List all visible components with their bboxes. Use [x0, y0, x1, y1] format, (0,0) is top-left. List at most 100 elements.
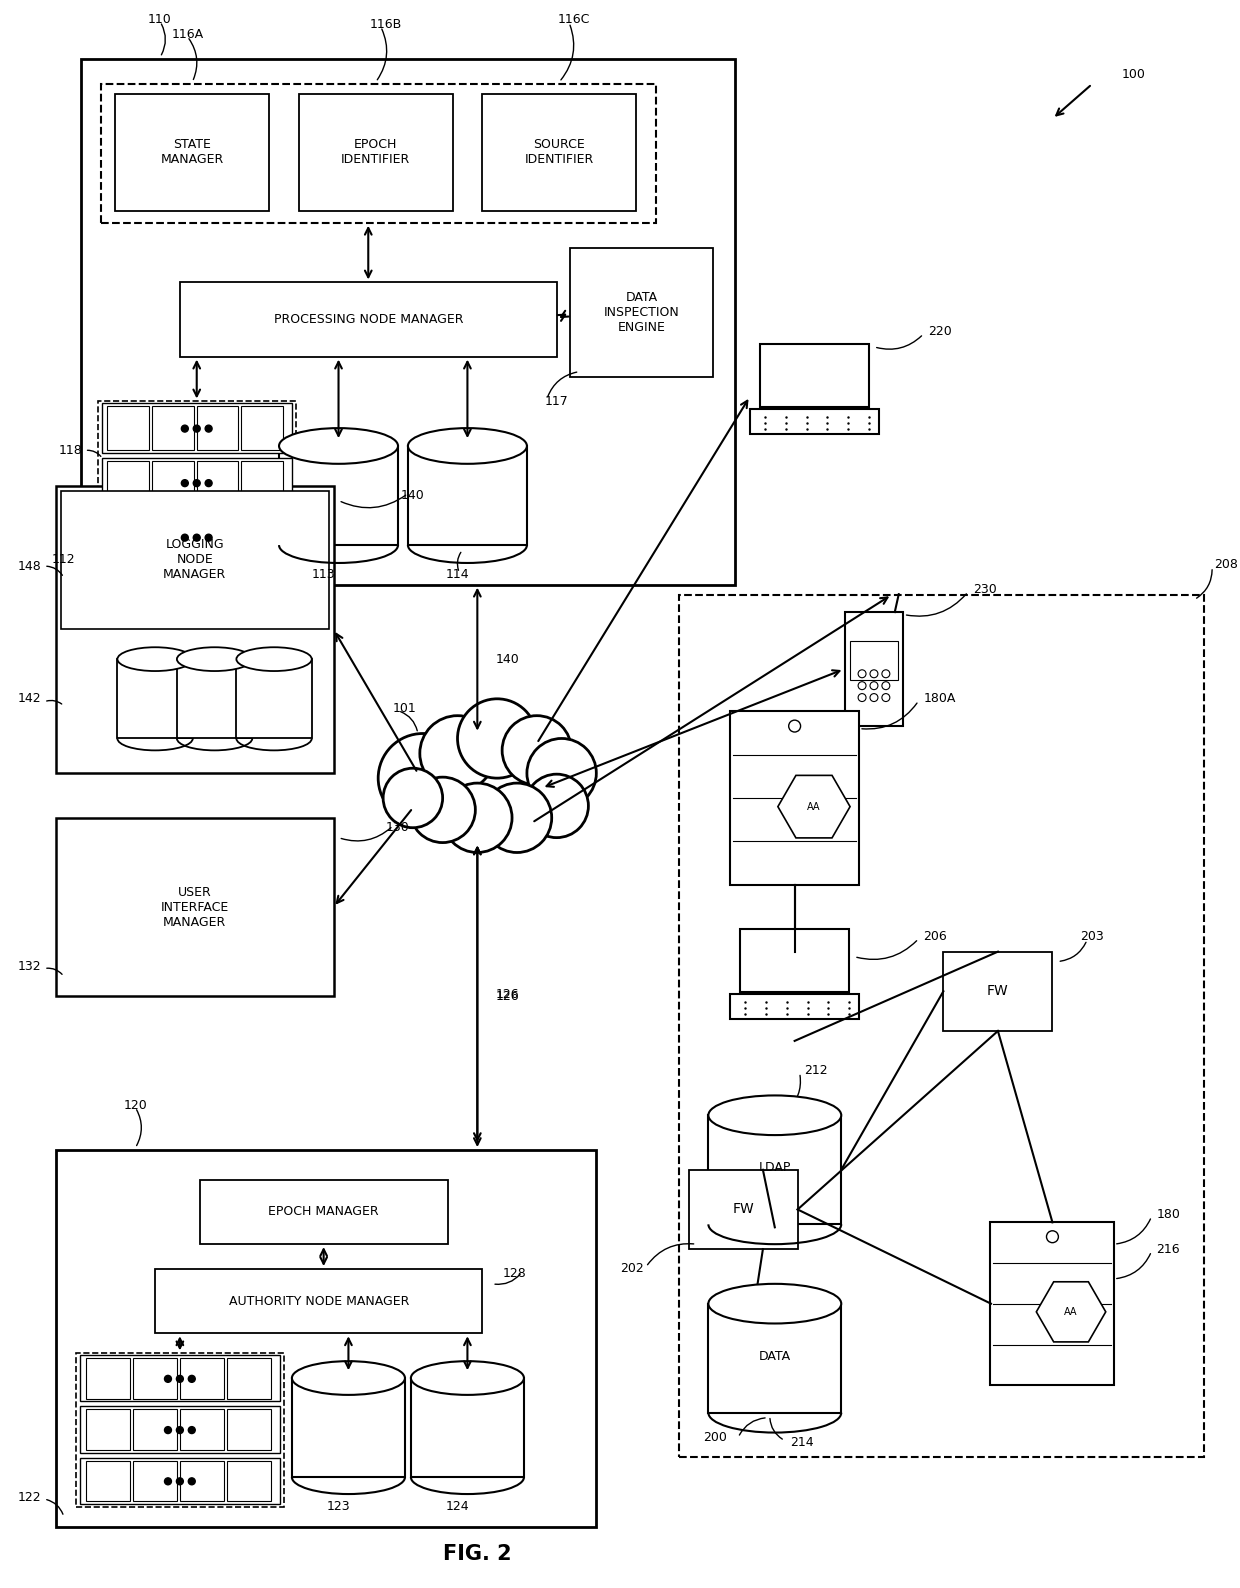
- Text: 126: 126: [495, 989, 518, 1002]
- Bar: [180, 1358, 224, 1399]
- FancyArrowPatch shape: [47, 700, 62, 703]
- Circle shape: [383, 769, 443, 827]
- Circle shape: [882, 694, 890, 702]
- FancyArrowPatch shape: [862, 703, 918, 729]
- Bar: [242, 407, 283, 449]
- Bar: [291, 1378, 405, 1477]
- Text: FW: FW: [732, 1202, 754, 1216]
- Bar: [79, 1407, 280, 1453]
- Circle shape: [176, 1375, 184, 1382]
- FancyArrowPatch shape: [377, 29, 387, 79]
- Bar: [730, 994, 859, 1018]
- Text: 206: 206: [924, 931, 947, 943]
- Circle shape: [527, 738, 596, 808]
- Text: 123: 123: [326, 1501, 351, 1513]
- Text: 140: 140: [495, 653, 518, 665]
- Text: 113: 113: [311, 569, 336, 581]
- Text: EPOCH MANAGER: EPOCH MANAGER: [268, 1205, 379, 1218]
- Circle shape: [181, 426, 188, 432]
- Circle shape: [193, 426, 200, 432]
- Bar: [730, 711, 859, 885]
- Bar: [79, 1355, 280, 1402]
- Text: 124: 124: [445, 1501, 469, 1513]
- Bar: [102, 513, 291, 562]
- Text: USER
INTERFACE
MANAGER: USER INTERFACE MANAGER: [161, 886, 229, 929]
- Circle shape: [205, 480, 212, 486]
- Circle shape: [858, 681, 866, 689]
- FancyArrowPatch shape: [47, 969, 62, 975]
- Text: 132: 132: [17, 961, 41, 973]
- FancyArrowPatch shape: [81, 559, 88, 575]
- Bar: [61, 491, 329, 629]
- Circle shape: [458, 699, 537, 778]
- Text: 101: 101: [393, 702, 417, 715]
- Ellipse shape: [177, 648, 252, 672]
- FancyArrowPatch shape: [47, 1499, 63, 1515]
- Bar: [410, 1378, 525, 1477]
- Bar: [299, 94, 453, 211]
- Bar: [108, 516, 149, 559]
- Text: AUTHORITY NODE MANAGER: AUTHORITY NODE MANAGER: [228, 1294, 409, 1307]
- Bar: [133, 1461, 177, 1501]
- Text: 212: 212: [805, 1064, 828, 1077]
- Bar: [108, 461, 149, 505]
- Text: 180A: 180A: [924, 692, 956, 705]
- Bar: [177, 659, 252, 738]
- FancyArrowPatch shape: [548, 372, 577, 397]
- Bar: [678, 594, 1204, 1458]
- Text: LDAP: LDAP: [759, 1161, 791, 1174]
- Bar: [227, 1358, 272, 1399]
- Bar: [242, 516, 283, 559]
- FancyArrowPatch shape: [857, 940, 916, 959]
- Circle shape: [193, 480, 200, 486]
- Text: LOGGING
NODE
MANAGER: LOGGING NODE MANAGER: [164, 538, 227, 581]
- Bar: [237, 659, 311, 738]
- Text: PROCESSING NODE MANAGER: PROCESSING NODE MANAGER: [274, 313, 463, 326]
- Circle shape: [525, 775, 589, 837]
- FancyArrowPatch shape: [136, 1110, 141, 1145]
- Text: 112: 112: [52, 554, 76, 567]
- Circle shape: [188, 1478, 195, 1485]
- Circle shape: [882, 681, 890, 689]
- Circle shape: [205, 426, 212, 432]
- Bar: [133, 1358, 177, 1399]
- Circle shape: [420, 716, 495, 791]
- FancyArrowPatch shape: [647, 1243, 693, 1264]
- FancyArrowPatch shape: [1117, 1220, 1151, 1243]
- Ellipse shape: [118, 648, 192, 672]
- Text: SOURCE
IDENTIFIER: SOURCE IDENTIFIER: [525, 138, 594, 167]
- Bar: [991, 1221, 1115, 1385]
- Text: 220: 220: [929, 326, 952, 338]
- Bar: [851, 640, 898, 681]
- Bar: [86, 1461, 130, 1501]
- FancyArrowPatch shape: [188, 38, 197, 79]
- Text: FW: FW: [987, 985, 1009, 999]
- Bar: [79, 1458, 280, 1504]
- Bar: [279, 446, 398, 545]
- Circle shape: [443, 783, 512, 853]
- Text: 110: 110: [148, 13, 172, 25]
- FancyArrowPatch shape: [341, 495, 405, 508]
- Bar: [227, 1410, 272, 1450]
- Bar: [153, 407, 193, 449]
- FancyArrowPatch shape: [324, 553, 327, 570]
- Circle shape: [188, 1375, 195, 1382]
- Circle shape: [165, 1426, 171, 1434]
- Text: 114: 114: [445, 569, 469, 581]
- Bar: [118, 659, 192, 738]
- FancyArrowPatch shape: [341, 827, 391, 842]
- Circle shape: [176, 1478, 184, 1485]
- Text: 203: 203: [1080, 931, 1104, 943]
- Circle shape: [789, 719, 801, 732]
- Bar: [153, 461, 193, 505]
- Ellipse shape: [279, 429, 398, 464]
- Bar: [482, 94, 636, 211]
- Circle shape: [870, 670, 878, 678]
- Bar: [155, 1269, 482, 1334]
- Text: 216: 216: [1157, 1243, 1180, 1256]
- FancyArrowPatch shape: [787, 1075, 801, 1110]
- FancyArrowPatch shape: [458, 553, 461, 570]
- Bar: [740, 929, 849, 992]
- Bar: [102, 403, 291, 453]
- Text: 142: 142: [17, 692, 41, 705]
